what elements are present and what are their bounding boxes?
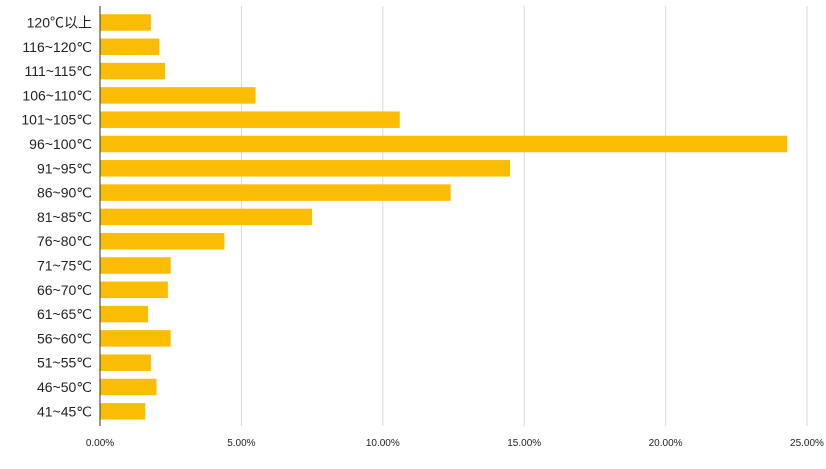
category-label: 51~55℃ (37, 355, 92, 371)
category-labels: 120℃以上 116~120℃ 111~115℃ 106~110℃ 101~105℃ 96… (21, 15, 92, 420)
x-tick-label: 25.00% (790, 438, 824, 449)
bar-15 (100, 378, 157, 396)
x-tick-labels: 0.00% 5.00% 10.00% 15.00% 20.00% 25.00% (86, 438, 824, 449)
bar-14 (100, 354, 151, 371)
bar-2 (100, 62, 166, 80)
bars (100, 14, 788, 420)
bar-6 (100, 160, 511, 177)
category-label: 81~85℃ (37, 209, 92, 225)
x-tick-label: 15.00% (507, 438, 541, 449)
category-label: 101~105℃ (21, 112, 92, 128)
category-label: 86~90℃ (37, 185, 92, 201)
bar-7 (100, 184, 451, 201)
category-label: 111~115℃ (25, 63, 93, 79)
bar-5 (100, 135, 788, 153)
x-tick-label: 10.00% (366, 438, 400, 449)
bar-0 (100, 14, 151, 31)
bar-12 (100, 305, 149, 323)
category-label: 66~70℃ (37, 282, 92, 298)
bar-9 (100, 232, 225, 250)
category-label: 96~100℃ (29, 136, 92, 152)
bar-13 (100, 330, 171, 347)
gridlines (240, 6, 808, 426)
category-label: 91~95℃ (37, 160, 92, 176)
bar-11 (100, 281, 168, 299)
bar-8 (100, 208, 313, 226)
category-label: 120℃以上 (27, 15, 92, 31)
category-label: 76~80℃ (37, 233, 92, 249)
category-label: 106~110℃ (22, 87, 92, 103)
bar-10 (100, 257, 171, 274)
bar-3 (100, 87, 256, 104)
x-tick-label: 20.00% (649, 438, 683, 449)
category-label: 71~75℃ (37, 258, 92, 274)
category-label: 56~60℃ (37, 330, 92, 346)
category-label: 46~50℃ (37, 379, 92, 395)
bar-4 (100, 111, 400, 128)
x-tick-label: 5.00% (227, 438, 255, 449)
bar-1 (100, 38, 160, 56)
category-label: 41~45℃ (37, 403, 92, 419)
category-label: 61~65℃ (37, 306, 92, 322)
x-tick-label: 0.00% (86, 438, 114, 449)
bar-16 (100, 403, 146, 420)
category-label: 116~120℃ (22, 39, 92, 55)
